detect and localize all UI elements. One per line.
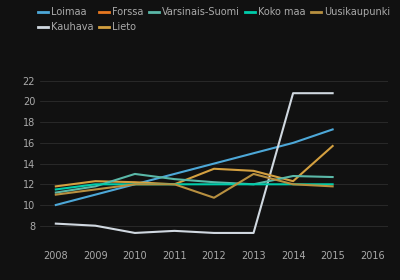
Legend: Loimaa, Kauhava, Forssa, Lieto, Varsinais-Suomi, Koko maa, Uusikaupunki: Loimaa, Kauhava, Forssa, Lieto, Varsinai… xyxy=(34,4,394,36)
